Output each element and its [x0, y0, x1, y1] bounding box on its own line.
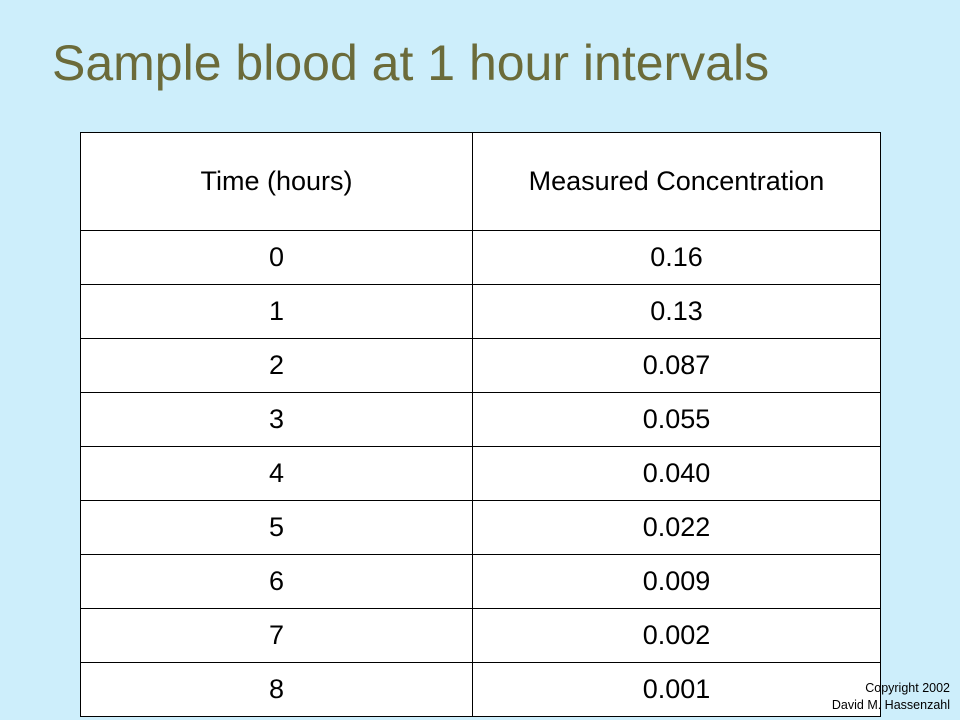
concentration-cell: 0.001: [472, 662, 881, 717]
concentration-cell: 0.13: [472, 284, 881, 339]
table-row: 1 0.13: [80, 284, 881, 339]
table-row: 8 0.001: [80, 662, 881, 717]
table-row: 6 0.009: [80, 554, 881, 609]
table-row: 3 0.055: [80, 392, 881, 447]
author-line: David M. Hassenzahl: [831, 698, 950, 713]
time-cell: 1: [80, 284, 473, 339]
concentration-cell: 0.087: [472, 338, 881, 393]
time-cell: 5: [80, 500, 473, 555]
concentration-table: Time (hours) Measured Concentration 0 0.…: [80, 132, 881, 717]
concentration-cell: 0.002: [472, 608, 881, 663]
table-row: 4 0.040: [80, 446, 881, 501]
concentration-cell: 0.022: [472, 500, 881, 555]
header-concentration: Measured Concentration: [472, 132, 881, 231]
slide-title: Sample blood at 1 hour intervals: [52, 35, 770, 91]
time-cell: 4: [80, 446, 473, 501]
copyright-line: Copyright 2002: [865, 681, 950, 696]
time-cell: 2: [80, 338, 473, 393]
time-cell: 3: [80, 392, 473, 447]
copyright-notice: Copyright 2002 David M. Hassenzahl: [832, 680, 950, 714]
table-row: 5 0.022: [80, 500, 881, 555]
time-cell: 8: [80, 662, 473, 717]
time-cell: 7: [80, 608, 473, 663]
table-row: 2 0.087: [80, 338, 881, 393]
header-time: Time (hours): [80, 132, 473, 231]
table-row: 7 0.002: [80, 608, 881, 663]
concentration-cell: 0.055: [472, 392, 881, 447]
concentration-cell: 0.009: [472, 554, 881, 609]
table-row: 0 0.16: [80, 230, 881, 285]
table-header-row: Time (hours) Measured Concentration: [80, 132, 881, 231]
time-cell: 0: [80, 230, 473, 285]
concentration-cell: 0.16: [472, 230, 881, 285]
time-cell: 6: [80, 554, 473, 609]
concentration-cell: 0.040: [472, 446, 881, 501]
table-container: Time (hours) Measured Concentration 0 0.…: [80, 132, 881, 720]
